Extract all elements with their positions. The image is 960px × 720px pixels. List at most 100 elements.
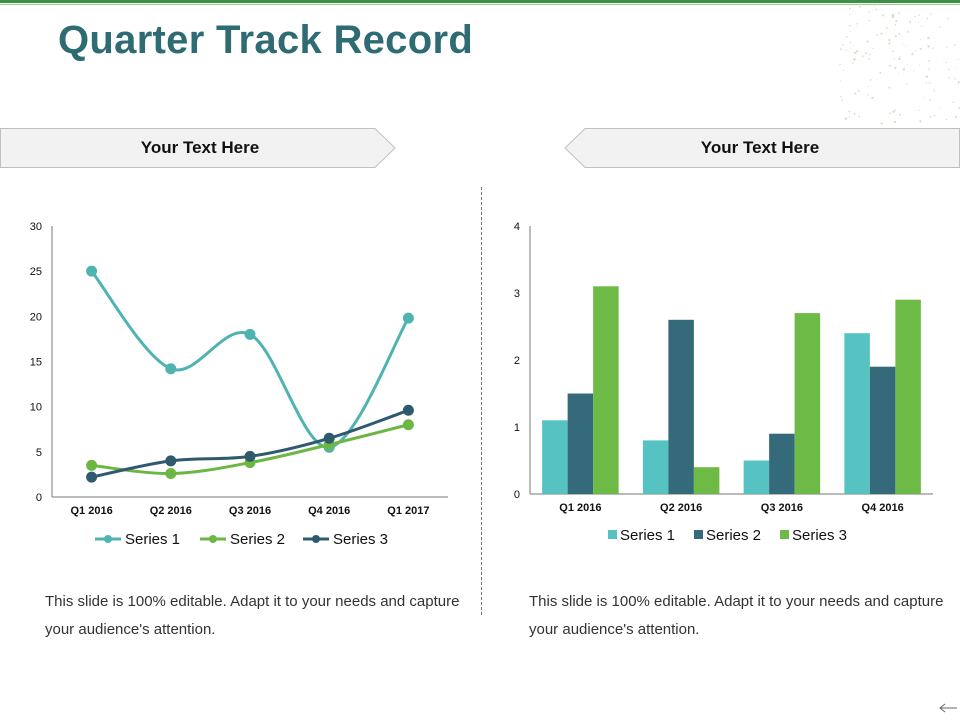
speckle-dot	[894, 35, 897, 38]
speckle-dot	[855, 25, 857, 27]
speckle-dot	[926, 43, 928, 45]
bar-chart-x-tick-label: Q1 2016	[559, 502, 601, 514]
speckle-dot	[888, 39, 891, 42]
speckle-dot	[868, 58, 871, 61]
speckle-dot	[913, 70, 915, 72]
line-series-3-point	[86, 471, 98, 483]
speckle-dot	[880, 32, 883, 35]
speckle-dot	[918, 64, 920, 66]
speckle-dot	[844, 117, 848, 120]
speckle-dot	[873, 6, 875, 7]
speckle-dot	[909, 20, 912, 23]
line-series-1	[90, 269, 410, 449]
bar-chart-x-tick-label: Q4 2016	[862, 502, 904, 514]
speckle-dot	[906, 63, 908, 66]
speckle-dot	[905, 83, 908, 86]
line-series-2-point	[402, 419, 414, 431]
speckle-dot	[894, 66, 897, 70]
line-series-3-point	[244, 450, 256, 462]
speckle-dot	[919, 120, 922, 123]
speckle-dot	[879, 71, 882, 74]
speckle-dot	[876, 79, 878, 81]
bar-chart: 0 1 2 3 4 Q1 2016 Q2 2016 Q3 2016 Q4 2016 Series …	[514, 221, 933, 544]
speckle-dot	[927, 45, 930, 48]
speckle-dot	[957, 81, 960, 84]
body-text-left: This slide is 100% editable. Adapt it to…	[45, 593, 460, 638]
speckle-dot	[845, 35, 848, 38]
speckle-dot	[923, 97, 925, 99]
speckle-dot	[920, 25, 922, 27]
speckle-dot	[866, 40, 869, 43]
bar-series-3-q2-2016	[693, 467, 720, 494]
speckle-dot	[930, 13, 932, 15]
legend-bar-label-1: Series 1	[620, 527, 675, 544]
line-series-2-point	[165, 468, 177, 480]
speckle-dot	[939, 25, 941, 27]
page-title: Quarter Track Record	[58, 18, 474, 62]
speckle-dot	[893, 58, 895, 60]
speckle-dot	[893, 120, 897, 124]
speckle-dot	[866, 52, 868, 54]
line-chart-y-tick-label: 10	[30, 402, 42, 414]
speckle-dot	[954, 78, 957, 80]
speckle-dot	[849, 13, 851, 15]
line-chart-x-tick-label: Q4 2016	[308, 505, 350, 517]
bar-series-1-q4-2016	[844, 333, 870, 494]
legend-bar-swatch-2	[694, 530, 703, 539]
speckle-dot	[845, 49, 848, 52]
speckle-dot	[853, 112, 856, 115]
speckle-dot	[894, 109, 896, 111]
speckle-dot	[891, 50, 894, 53]
speckle-dot	[955, 116, 958, 119]
speckle-dot	[947, 17, 949, 20]
speckle-dot	[857, 89, 860, 92]
speckle-dot	[947, 68, 950, 71]
speckle-dot	[902, 68, 906, 71]
line-chart-x-tick-label: Q2 2016	[150, 505, 192, 517]
speckle-dot	[850, 47, 852, 49]
line-series-1-point	[165, 363, 177, 375]
speckle-dot	[889, 112, 891, 115]
line-chart-y-tick-label: 25	[30, 266, 42, 278]
speckle-dot	[856, 22, 858, 25]
line-chart: 0 5 10 15 20 25 30 Q1 2016 Q2 2016 Q3 2016 Q4 2016…	[30, 221, 448, 548]
speckle-dot	[849, 24, 852, 27]
line-series-3-point	[402, 404, 414, 416]
speckle-dot	[898, 58, 901, 61]
speckle-dot	[867, 86, 869, 88]
speckle-dot	[953, 44, 956, 46]
speckle-dot	[918, 109, 920, 111]
speckle-dot	[861, 55, 864, 58]
bar-series-3-q1-2016	[593, 286, 619, 494]
speckle-dot	[914, 15, 916, 18]
speckle-dot	[902, 43, 904, 45]
speckle-dot	[841, 99, 843, 102]
speckle-dot	[849, 41, 852, 44]
speckle-dot	[885, 27, 888, 30]
speckle-dot	[869, 79, 872, 81]
speckle-dot	[953, 76, 955, 79]
speckle-dot	[907, 30, 910, 33]
bar-chart-y-tick-label: 1	[514, 422, 520, 434]
speckle-dot	[894, 23, 897, 26]
speckle-dot	[917, 21, 919, 23]
line-series-3-point	[323, 432, 335, 444]
speckle-dot	[888, 42, 891, 45]
legend-line-label-3: Series 3	[333, 531, 388, 548]
speckle-dot	[875, 8, 878, 11]
speckle-dot	[929, 99, 931, 101]
speckle-dot	[869, 53, 871, 56]
line-chart-y-tick-label: 15	[30, 357, 42, 369]
speckle-dot	[848, 7, 851, 10]
banner-right: Your Text Here	[560, 128, 960, 168]
speckle-dot	[858, 6, 862, 8]
speckle-dot	[945, 119, 948, 121]
speckle-dot	[912, 51, 914, 53]
back-arrow-icon[interactable]	[938, 702, 958, 714]
line-series-3-point	[165, 455, 177, 467]
speckle-dot	[839, 63, 841, 66]
legend-line-marker-2	[209, 535, 217, 543]
decorative-speckle	[839, 6, 960, 125]
line-chart-y-tick-label: 30	[30, 221, 42, 233]
bar-chart-x-tick-label: Q2 2016	[660, 502, 702, 514]
